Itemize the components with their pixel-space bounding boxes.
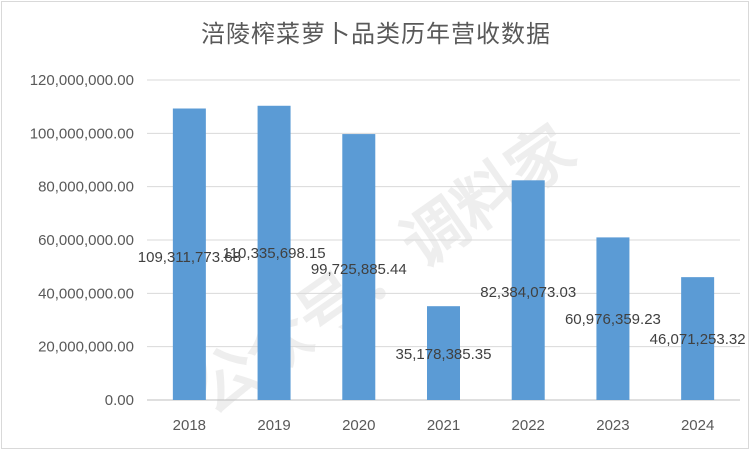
bars — [172, 105, 715, 400]
x-tick-label: 2022 — [512, 417, 545, 434]
data-label: 82,384,073.03 — [480, 284, 576, 301]
x-axis-ticks: 2018 2019 2020 2021 2022 2023 2024 — [173, 417, 715, 434]
bar-2018 — [172, 108, 206, 400]
y-tick-label: 0.00 — [105, 392, 134, 409]
data-label: 60,976,359.23 — [565, 311, 661, 328]
data-labels: 109,311,773.68110,335,698.1599,725,885.4… — [138, 245, 746, 363]
bar-2021 — [427, 306, 460, 400]
bar-2022 — [511, 180, 545, 400]
x-tick-label: 2018 — [173, 417, 206, 434]
bar-2024 — [681, 277, 715, 400]
x-tick-label: 2019 — [257, 417, 290, 434]
data-label: 35,178,385.35 — [396, 346, 492, 363]
x-tick-label: 2020 — [342, 417, 375, 434]
grid-lines — [147, 79, 740, 401]
x-tick-label: 2021 — [427, 417, 460, 434]
chart-title: 涪陵榨菜萝卜品类历年营收数据 — [201, 20, 551, 48]
y-tick-label: 20,000,000.00 — [38, 339, 134, 356]
data-label: 110,335,698.15 — [222, 245, 325, 262]
data-label: 99,725,885.44 — [311, 261, 407, 278]
y-tick-label: 100,000,000.00 — [30, 125, 134, 142]
data-label: 46,071,253.32 — [650, 331, 746, 348]
x-tick-label: 2024 — [681, 417, 714, 434]
bar-2023 — [596, 237, 630, 400]
x-tick-label: 2023 — [596, 417, 629, 434]
y-axis-ticks: 0.00 20,000,000.00 40,000,000.00 60,000,000… — [30, 72, 134, 409]
y-tick-label: 120,000,000.00 — [30, 72, 134, 89]
bar-2020 — [342, 134, 376, 400]
y-tick-label: 40,000,000.00 — [38, 285, 134, 302]
bar-2019 — [257, 105, 291, 400]
data-label: 109,311,773.68 — [138, 249, 241, 266]
y-tick-label: 80,000,000.00 — [38, 179, 134, 196]
y-tick-label: 60,000,000.00 — [38, 232, 134, 249]
